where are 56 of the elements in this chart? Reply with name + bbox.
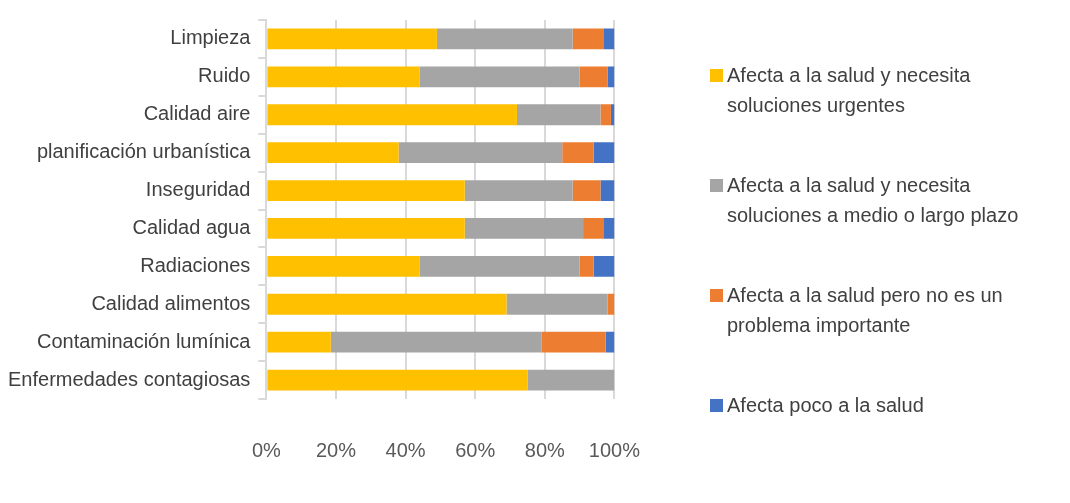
bar xyxy=(607,293,615,315)
y-tick-label: Ruido xyxy=(198,64,251,87)
bar xyxy=(267,142,399,164)
y-tick-label: Radiaciones xyxy=(140,253,251,276)
bar xyxy=(330,331,542,353)
x-tick-label: 40% xyxy=(385,438,426,461)
bar xyxy=(267,218,465,239)
bar xyxy=(419,66,580,88)
x-tick-label: 80% xyxy=(524,438,566,461)
legend-label: Afecta a la salud pero no es un problema importante xyxy=(727,283,1004,338)
y-tick-label: Contaminación lumínica xyxy=(36,329,252,352)
bar xyxy=(506,293,608,315)
bar xyxy=(572,28,604,50)
legend-label: Afecta a la salud y necesita soluciones urgentes xyxy=(727,63,972,118)
bar xyxy=(527,369,615,391)
bar xyxy=(267,369,528,391)
bar xyxy=(464,218,584,239)
bar xyxy=(267,104,517,126)
bar xyxy=(516,104,601,126)
y-tick-label: planificación urbanística xyxy=(36,140,252,163)
bar xyxy=(603,218,615,239)
bar xyxy=(562,142,594,164)
bar xyxy=(464,180,573,201)
bar xyxy=(579,66,608,88)
bar xyxy=(600,180,615,201)
x-tick-label: 60% xyxy=(455,438,496,461)
bar xyxy=(419,255,580,277)
y-tick-label: Limpieza xyxy=(170,26,252,49)
bar xyxy=(572,180,601,201)
x-tick-label: 0% xyxy=(251,438,282,461)
bar xyxy=(267,66,420,88)
bar xyxy=(267,331,331,353)
bar xyxy=(541,331,606,353)
bar xyxy=(436,28,573,50)
bar xyxy=(605,331,615,353)
bar xyxy=(593,142,615,164)
bar xyxy=(607,66,615,88)
x-tick-label: 20% xyxy=(315,438,357,461)
x-tick-label: 100% xyxy=(588,438,641,461)
y-tick-label: Calidad agua xyxy=(132,215,252,238)
y-tick-label: Enfermedades contagiosas xyxy=(8,367,251,390)
bar xyxy=(398,142,563,164)
bar xyxy=(593,255,615,277)
bar xyxy=(583,218,604,239)
bar xyxy=(267,28,437,50)
y-tick-label: Calidad aire xyxy=(143,102,251,125)
y-tick-label: Inseguridad xyxy=(145,178,251,201)
bar xyxy=(579,255,594,277)
bar xyxy=(603,28,615,50)
bar xyxy=(267,255,420,277)
bar xyxy=(267,180,465,201)
legend-label: Afecta a la salud y necesita soluciones a medio o largo plazo xyxy=(727,173,1020,228)
y-tick-label: Calidad alimentos xyxy=(91,291,251,314)
bar xyxy=(267,293,507,315)
bar xyxy=(600,104,611,126)
legend-label: Afecta poco a la salud xyxy=(727,393,924,418)
